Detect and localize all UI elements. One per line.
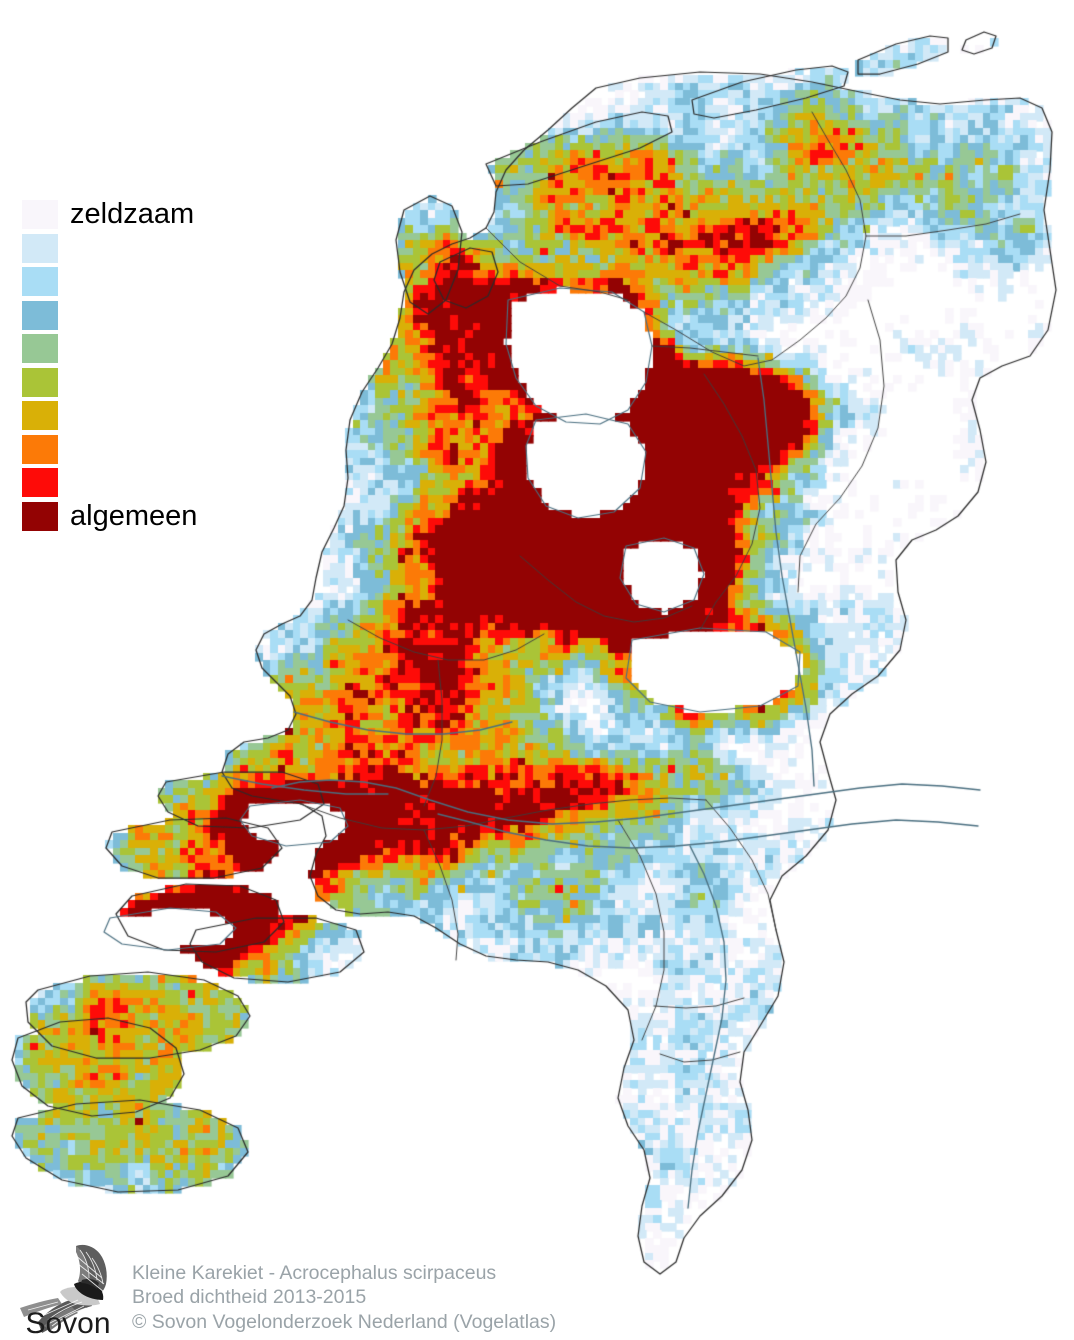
- figure-footer: Sovon Kleine Karekiet - Acrocephalus sci…: [0, 1228, 1074, 1340]
- legend-row-0: zeldzaam: [22, 198, 252, 232]
- legend-swatch-0: [22, 200, 58, 230]
- sovon-logo: Sovon: [20, 1244, 111, 1338]
- legend-swatch-2: [22, 267, 58, 297]
- legend-row-2: [22, 265, 252, 299]
- legend-label-rare: zeldzaam: [70, 198, 195, 231]
- legend-swatch-6: [22, 401, 58, 431]
- legend-row-3: [22, 299, 252, 333]
- legend-swatch-8: [22, 468, 58, 498]
- legend-swatch-7: [22, 434, 58, 464]
- legend-swatch-3: [22, 300, 58, 330]
- legend-row-8: [22, 466, 252, 500]
- legend-row-6: [22, 399, 252, 433]
- legend-swatch-1: [22, 233, 58, 263]
- density-legend: zeldzaam algemeen: [22, 198, 252, 533]
- legend-row-5: [22, 366, 252, 400]
- legend-label-common: algemeen: [70, 499, 198, 532]
- legend-row-7: [22, 433, 252, 467]
- legend-row-1: [22, 232, 252, 266]
- legend-swatch-9: [22, 501, 58, 531]
- legend-swatch-4: [22, 334, 58, 364]
- caption-line-period: Broed dichtheid 2013-2015: [132, 1286, 367, 1308]
- sovon-wordmark: Sovon: [25, 1307, 110, 1338]
- swallow-icon: [20, 1244, 107, 1333]
- figure-caption: Kleine Karekiet - Acrocephalus scirpaceu…: [132, 1261, 556, 1335]
- legend-row-4: [22, 332, 252, 366]
- legend-row-9: algemeen: [22, 500, 252, 534]
- caption-line-species: Kleine Karekiet - Acrocephalus scirpaceu…: [132, 1261, 497, 1284]
- legend-swatch-5: [22, 367, 58, 397]
- caption-line-copyright: © Sovon Vogelonderzoek Nederland (Vogela…: [132, 1310, 557, 1333]
